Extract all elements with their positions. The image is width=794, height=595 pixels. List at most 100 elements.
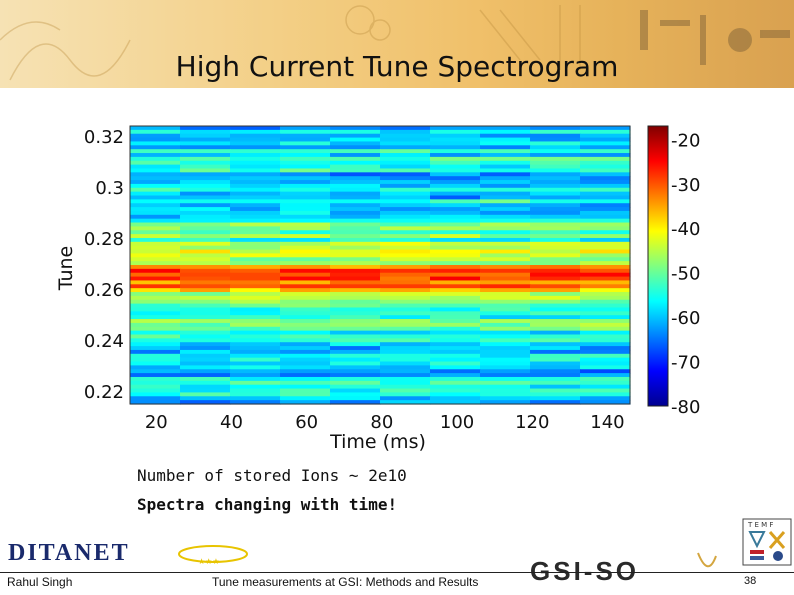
heatmap-cell bbox=[430, 330, 481, 336]
heatmap-cell bbox=[430, 334, 481, 339]
x-tick-label: 20 bbox=[145, 412, 168, 433]
heatmap-cell bbox=[380, 133, 431, 139]
heatmap-cell bbox=[530, 292, 581, 297]
heatmap-cell bbox=[580, 245, 631, 251]
heatmap-cell bbox=[230, 129, 281, 135]
heatmap-cell bbox=[180, 276, 231, 282]
heatmap-cell bbox=[130, 299, 181, 305]
x-axis-label: Time (ms) bbox=[329, 431, 426, 453]
heatmap-cell bbox=[580, 149, 631, 154]
heatmap-cell bbox=[580, 222, 631, 227]
heatmap-cell bbox=[530, 400, 581, 405]
heatmap-cell bbox=[480, 218, 531, 224]
heatmap-cell bbox=[380, 268, 431, 274]
heatmap-cell bbox=[530, 168, 581, 173]
heatmap-cell bbox=[180, 342, 231, 347]
heatmap-cell bbox=[330, 245, 381, 251]
heatmap-cell bbox=[130, 349, 181, 355]
heatmap-cell bbox=[530, 349, 581, 355]
heatmap-cell bbox=[380, 322, 431, 328]
heatmap-cell bbox=[130, 145, 181, 150]
heatmap-cell bbox=[380, 160, 431, 166]
heatmap-cell bbox=[330, 222, 381, 227]
heatmap-cell bbox=[480, 295, 531, 301]
heatmap-cell bbox=[330, 168, 381, 173]
heatmap-cell bbox=[130, 160, 181, 166]
heatmap-cell bbox=[430, 249, 481, 255]
heatmap-cell bbox=[580, 303, 631, 309]
heatmap-cell bbox=[480, 284, 531, 289]
heatmap-cell bbox=[380, 376, 431, 382]
colorbar-tick-label: -20 bbox=[671, 130, 700, 151]
heatmap-cell bbox=[130, 156, 181, 162]
heatmap-cell bbox=[180, 133, 231, 139]
heatmap-cell bbox=[430, 295, 481, 301]
heatmap-cell bbox=[380, 384, 431, 390]
heatmap-cell bbox=[230, 126, 281, 131]
heatmap-cell bbox=[330, 234, 381, 239]
heatmap-cell bbox=[530, 249, 581, 255]
heatmap-cell bbox=[230, 365, 281, 370]
heatmap-cell bbox=[480, 292, 531, 297]
heatmap-cell bbox=[230, 303, 281, 309]
heatmap-cell bbox=[230, 311, 281, 316]
heatmap-cell bbox=[180, 272, 231, 278]
heatmap-cell bbox=[430, 191, 481, 197]
heatmap-cell bbox=[430, 137, 481, 143]
heatmap-cell bbox=[330, 129, 381, 135]
heatmap-cell bbox=[180, 303, 231, 309]
heatmap-cell bbox=[330, 160, 381, 166]
heatmap-cell bbox=[380, 361, 431, 366]
heatmap-cell bbox=[580, 357, 631, 363]
heatmap-cell bbox=[530, 160, 581, 166]
heatmap-cell bbox=[530, 322, 581, 328]
heatmap-cell bbox=[330, 376, 381, 382]
heatmap-cell bbox=[530, 226, 581, 231]
heatmap-cell bbox=[430, 272, 481, 278]
heatmap-cell bbox=[280, 334, 331, 339]
heatmap-cell bbox=[230, 376, 281, 382]
heatmap-cell bbox=[330, 195, 381, 200]
heatmap-cell bbox=[380, 334, 431, 339]
heatmap-cell bbox=[130, 334, 181, 339]
heatmap-cell bbox=[530, 218, 581, 224]
heatmap-cell bbox=[230, 153, 281, 158]
heatmap-cell bbox=[480, 322, 531, 328]
heatmap-cell bbox=[180, 392, 231, 397]
heatmap-cell bbox=[380, 373, 431, 378]
heatmap-cell bbox=[380, 311, 431, 316]
heatmap-cell bbox=[230, 384, 281, 390]
heatmap-cell bbox=[480, 272, 531, 278]
heatmap-cell bbox=[180, 284, 231, 289]
heatmap-cell bbox=[330, 226, 381, 231]
heatmap-cell bbox=[180, 137, 231, 143]
heatmap-cell bbox=[430, 342, 481, 347]
heatmap-cell bbox=[580, 191, 631, 197]
heatmap-cell bbox=[330, 191, 381, 197]
heatmap-cell bbox=[380, 241, 431, 247]
heatmap-cell bbox=[280, 357, 331, 363]
footer-talk-title: Tune measurements at GSI: Methods and Re… bbox=[212, 575, 479, 589]
heatmap-cell bbox=[430, 357, 481, 363]
heatmap-cell bbox=[230, 241, 281, 247]
heatmap-cell bbox=[130, 199, 181, 204]
heatmap-cell bbox=[180, 346, 231, 351]
heatmap-cell bbox=[180, 195, 231, 200]
heatmap-cell bbox=[130, 245, 181, 251]
heatmap-cells bbox=[130, 126, 631, 405]
heatmap-cell bbox=[380, 288, 431, 293]
heatmap-cell bbox=[480, 145, 531, 150]
heatmap-cell bbox=[380, 164, 431, 170]
heatmap-cell bbox=[330, 396, 381, 401]
heatmap-cell bbox=[230, 265, 281, 270]
svg-text:T E M F: T E M F bbox=[747, 521, 773, 529]
heatmap-cell bbox=[330, 299, 381, 305]
heatmap-cell bbox=[180, 183, 231, 189]
colorbar-ticks: -20 -30 -40 -50 -60 -70 -80 bbox=[671, 130, 700, 418]
heatmap-cell bbox=[180, 400, 231, 405]
heatmap-cell bbox=[430, 253, 481, 258]
heatmap-cell bbox=[130, 315, 181, 320]
heatmap-cell bbox=[480, 195, 531, 200]
heatmap-cell bbox=[180, 126, 231, 131]
heatmap-cell bbox=[530, 137, 581, 143]
